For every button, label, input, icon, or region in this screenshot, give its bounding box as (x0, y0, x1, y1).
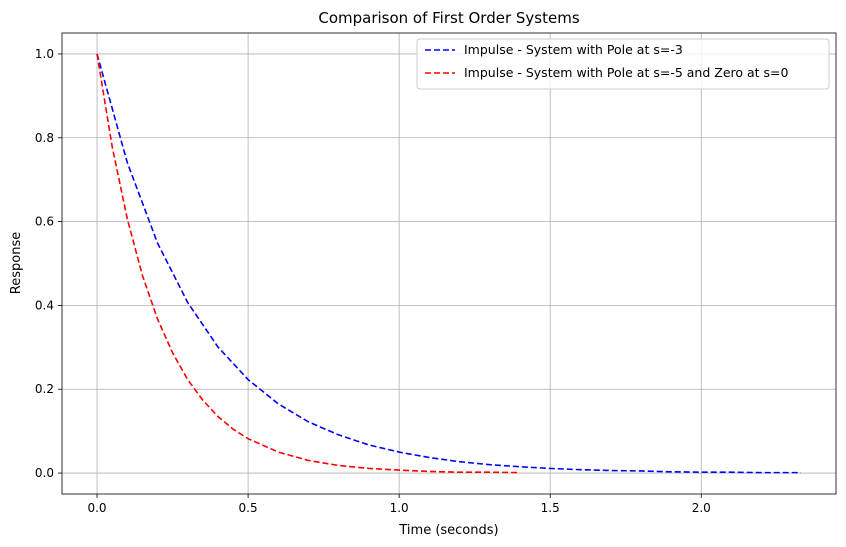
legend: Impulse - System with Pole at s=-3 Impul… (416, 38, 830, 90)
y-tick-label: 0.4 (35, 298, 54, 312)
y-tick-label: 0.2 (35, 382, 54, 396)
plot-frame (61, 32, 837, 495)
chart-title: Comparison of First Order Systems (318, 9, 579, 27)
y-axis: 0.0 0.2 0.4 0.6 0.8 1.0 (35, 47, 62, 480)
series-layer (96, 53, 801, 474)
x-tick-label: 1.0 (390, 501, 409, 515)
x-tick-label: 2.0 (692, 501, 711, 515)
y-tick-label: 0.8 (35, 131, 54, 145)
x-axis-label: Time (seconds) (398, 523, 498, 538)
series-line-1 (96, 53, 801, 474)
x-tick-label: 0.5 (239, 501, 258, 515)
y-tick-label: 1.0 (35, 47, 54, 61)
legend-label-series-1: Impulse - System with Pole at s=-3 (464, 42, 683, 57)
legend-label-series-2: Impulse - System with Pole at s=-5 and Z… (464, 65, 789, 80)
grid (62, 33, 836, 494)
x-axis: 0.0 0.5 1.0 1.5 2.0 (87, 494, 711, 515)
y-tick-label: 0.6 (35, 215, 54, 229)
x-tick-label: 1.5 (541, 501, 560, 515)
y-axis-label: Response (9, 232, 24, 294)
legend-box (416, 38, 830, 90)
series-line-2 (96, 53, 521, 474)
x-tick-label: 0.0 (87, 501, 106, 515)
y-tick-label: 0.0 (35, 466, 54, 480)
